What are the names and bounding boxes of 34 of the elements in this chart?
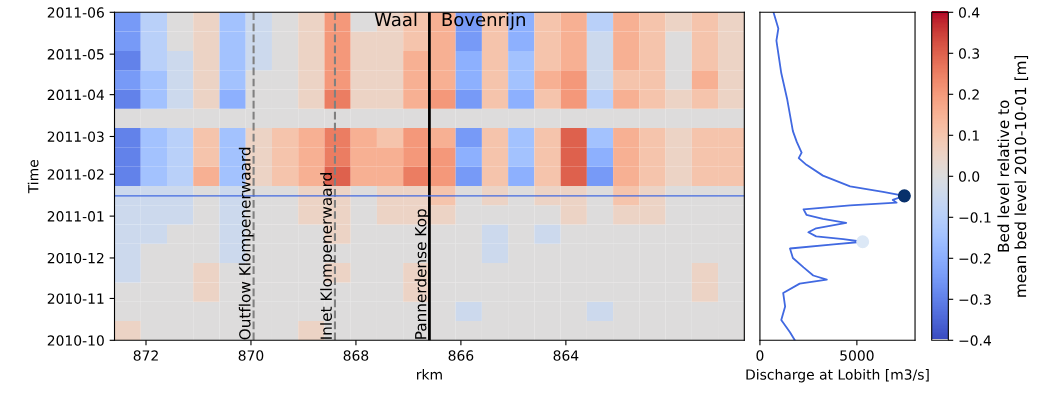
- color-bar-title: Bed level relative to mean bed level 2010-10-01 [m]: [997, 55, 1029, 297]
- color-bar-label: −0.1: [959, 212, 991, 223]
- color-bar-label: −0.4: [959, 335, 992, 346]
- color-bar-label: −0.3: [959, 294, 991, 305]
- y-tick-label: 2011-01: [47, 211, 104, 222]
- y-tick-label: 2011-02: [47, 169, 104, 180]
- y-tick-label: 2010-12: [47, 252, 104, 264]
- y-tick-label: 2011-04: [47, 89, 105, 101]
- y-axis-title: Time: [27, 160, 39, 194]
- x-tick-label: 872: [133, 350, 158, 361]
- color-bar-label: 0.1: [958, 130, 979, 141]
- x-tick-label: 5000: [840, 350, 874, 361]
- color-bar-label: 0.0: [958, 171, 980, 182]
- ref-line-label: Outflow Klompenerwaard: [238, 147, 254, 340]
- y-tick-label: 2011-03: [47, 131, 104, 142]
- color-bar-label: −0.2: [959, 253, 991, 264]
- ref-line-label: Inlet Klompenerwaard: [320, 173, 335, 339]
- annotation: Waal: [374, 12, 417, 27]
- x-axis-title: Discharge at Lobith [m3/s]: [746, 369, 929, 383]
- x-tick-label: 866: [448, 350, 474, 361]
- x-tick-label: 870: [238, 350, 264, 361]
- x-tick-label: 868: [343, 350, 369, 361]
- color-bar-label: 0.2: [958, 89, 979, 100]
- y-tick-label: 2010-10: [47, 335, 104, 346]
- y-tick-label: 2011-06: [47, 7, 104, 18]
- color-bar-label: 0.3: [958, 48, 980, 59]
- annotation: Bovenrijn: [442, 12, 525, 30]
- x-tick-label: 0: [756, 350, 764, 361]
- x-axis-title: rkm: [417, 369, 442, 380]
- ref-line-label: Pannerdense Kop: [414, 209, 430, 339]
- x-tick-label: 864: [553, 350, 579, 361]
- y-tick-label: 2010-11: [47, 293, 104, 304]
- color-bar-label: 0.4: [958, 7, 980, 18]
- y-tick-label: 2011-05: [47, 49, 104, 60]
